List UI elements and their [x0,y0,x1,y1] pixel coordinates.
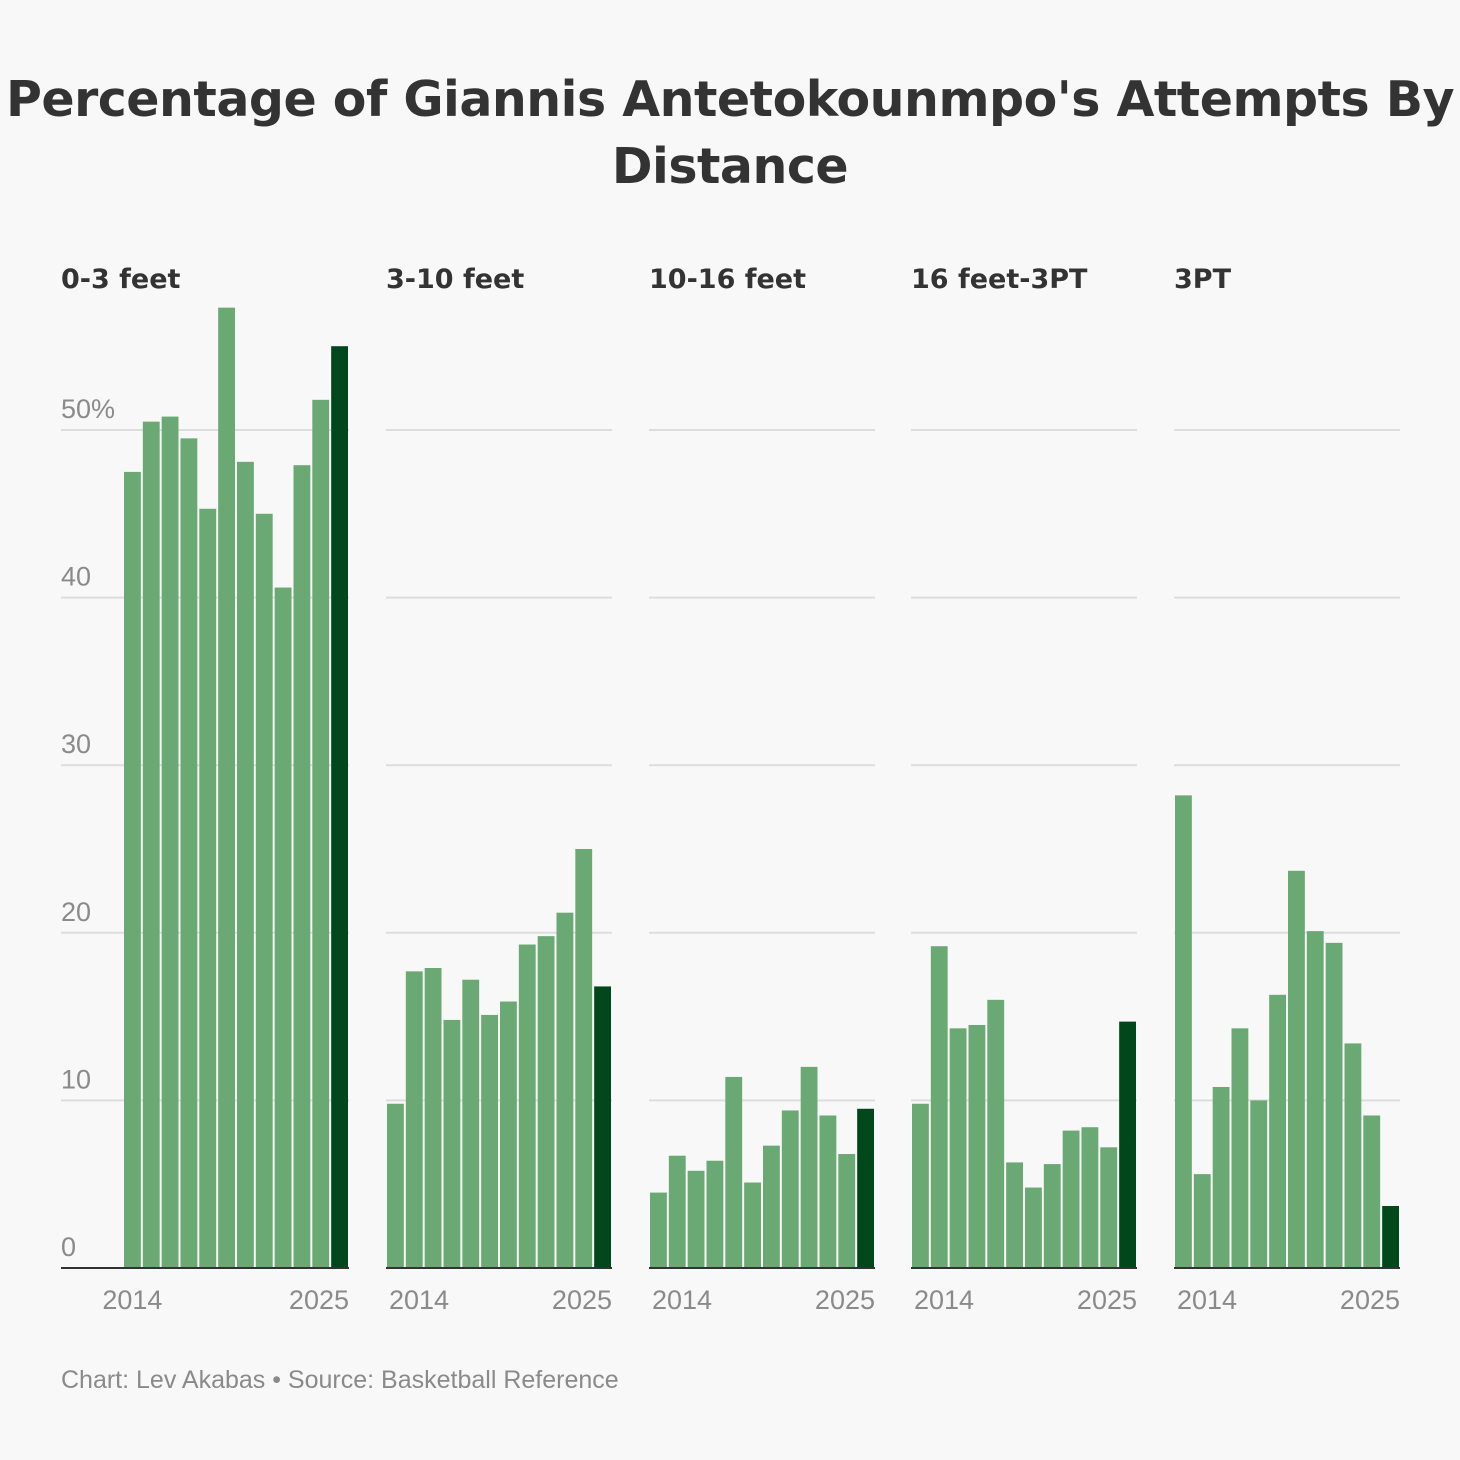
bar [1100,1147,1118,1268]
bar [857,1108,874,1268]
bar [142,421,160,1268]
x-tick-label: 2025 [1340,1285,1400,1315]
y-tick-label: 0 [61,1232,76,1262]
bar [1025,1187,1042,1268]
bar [537,936,555,1268]
y-tick-label: 40 [61,562,91,592]
bar [161,416,179,1269]
bar [500,1001,517,1268]
bar [650,1192,667,1268]
x-tick-label: 2025 [815,1285,875,1315]
y-tick-label: 30 [61,729,91,759]
bar [968,1024,986,1268]
gridlines [61,429,1400,1102]
bar [1382,1205,1399,1268]
bar [1288,870,1305,1268]
y-tick-label: 20 [61,897,91,927]
x-tick-label: 2014 [1177,1285,1237,1315]
bar [781,1110,799,1268]
bar [800,1066,818,1268]
bar [405,971,423,1268]
bar [556,912,574,1268]
bar [462,979,480,1268]
bar [331,346,348,1268]
panel-title: 3-10 feet [386,264,524,295]
panel-title: 10-16 feet [649,264,806,295]
x-tick-label: 2014 [389,1285,449,1315]
bar [218,307,235,1268]
y-tick-label: 10 [61,1064,91,1094]
bars [124,307,1399,1269]
bar [1231,1028,1249,1268]
bar [124,471,141,1268]
bar [1193,1174,1211,1268]
x-tick-label: 2014 [652,1285,712,1315]
bar [744,1182,761,1268]
bar [1119,1021,1136,1268]
bar [949,1028,967,1268]
bar [1062,1130,1080,1268]
bar [274,587,292,1268]
bar [255,513,273,1268]
bar [1175,795,1192,1268]
bar [763,1145,780,1268]
panel-title: 16 feet-3PT [911,264,1088,295]
bar [443,1019,461,1268]
bar [668,1155,686,1268]
y-tick-label: 50% [61,394,115,424]
panel-title: 3PT [1174,264,1232,295]
bar [481,1014,498,1268]
bar [987,999,1005,1268]
bar [930,946,948,1268]
bar [1344,1043,1362,1268]
bar [1250,1100,1268,1268]
bar [838,1154,856,1268]
bar [424,968,442,1268]
x-tick-label: 2014 [914,1285,974,1315]
bar [1269,994,1286,1268]
chart-credit: Chart: Lev Akabas • Source: Basketball R… [61,1366,619,1394]
chart-title: Percentage of Giannis Antetokounmpo's At… [5,71,1455,195]
bar [1043,1164,1061,1268]
panel-title: 0-3 feet [61,264,181,295]
bar [1006,1162,1023,1268]
bar [594,986,611,1268]
bar [912,1103,929,1268]
bar [1306,931,1324,1268]
bar [387,1103,404,1268]
x-tick-label: 2025 [1077,1285,1137,1315]
bar [293,465,311,1268]
bar [1325,942,1343,1268]
x-tick-label: 2025 [552,1285,612,1315]
bar [1212,1086,1230,1268]
bar [706,1160,724,1268]
bar [1363,1115,1381,1268]
bar [237,461,254,1269]
bar [312,399,330,1269]
bar [1081,1127,1099,1268]
bar [199,508,217,1268]
bar [725,1076,743,1268]
x-tick-label: 2014 [102,1285,162,1315]
labels: 0-3 feet 2014 2025 3-10 feet 2014 2025 10-16 f… [61,264,1400,1315]
bar [180,438,198,1268]
bar [687,1170,705,1268]
x-tick-label: 2025 [289,1285,349,1315]
bar [819,1115,837,1268]
bar [575,849,593,1268]
bar [518,944,536,1268]
